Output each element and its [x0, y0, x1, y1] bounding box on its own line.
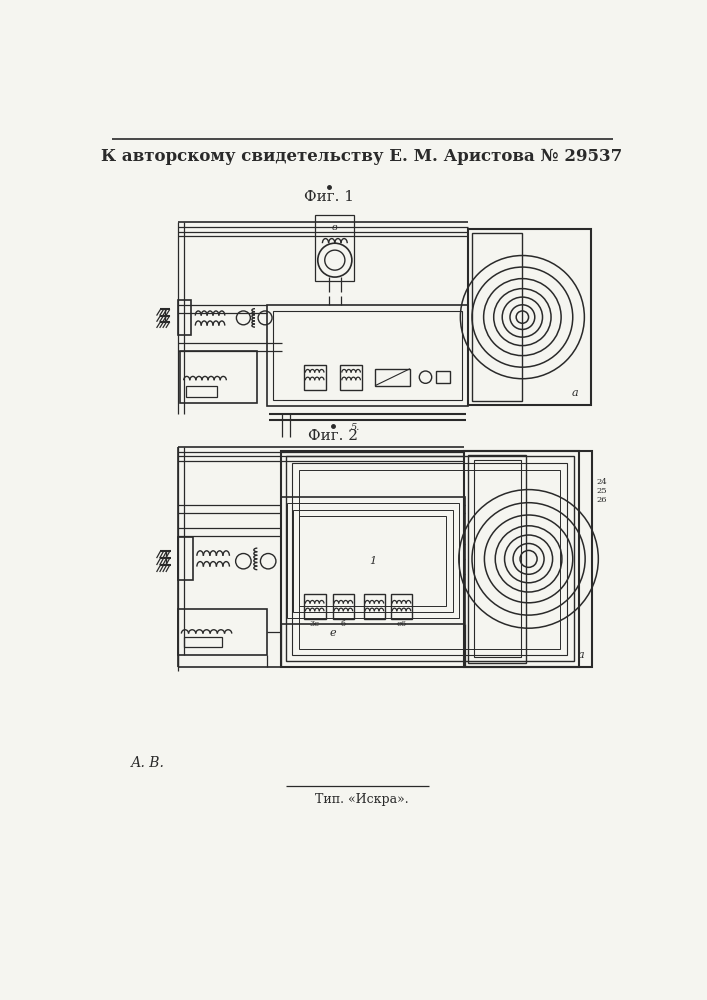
Text: 25: 25 — [596, 487, 607, 495]
Bar — [363, 594, 385, 619]
Bar — [340, 365, 362, 389]
Text: Тип. «Искра».: Тип. «Искра». — [315, 793, 409, 806]
Bar — [177, 609, 267, 655]
Bar — [474, 460, 521, 657]
Text: Фиг. 1: Фиг. 1 — [303, 190, 354, 204]
Bar — [299, 470, 561, 649]
Bar — [468, 455, 526, 663]
Bar — [273, 311, 462, 400]
Text: е: е — [329, 628, 336, 638]
Bar — [177, 537, 193, 580]
Text: 24: 24 — [596, 478, 607, 486]
Text: 5.: 5. — [351, 424, 361, 432]
Bar — [286, 456, 573, 661]
Bar — [281, 451, 579, 667]
Text: 3с: 3с — [310, 620, 320, 628]
Text: К авторскому свидетельству Е. М. Аристова № 29537: К авторскому свидетельству Е. М. Аристов… — [101, 148, 623, 165]
Bar — [184, 637, 223, 647]
Text: а: а — [572, 388, 578, 398]
Bar — [186, 386, 217, 397]
Bar — [472, 233, 522, 401]
Bar — [375, 369, 410, 386]
Bar — [315, 215, 354, 281]
Bar — [177, 300, 192, 335]
Bar — [299, 516, 446, 606]
Bar — [304, 594, 325, 619]
Bar — [180, 351, 257, 403]
Bar — [267, 305, 468, 406]
Bar — [436, 371, 450, 383]
Text: 1: 1 — [369, 556, 376, 566]
Text: А. В.: А. В. — [131, 756, 165, 770]
Text: а: а — [577, 650, 584, 660]
Bar — [332, 594, 354, 619]
Text: б: б — [341, 620, 346, 628]
Bar — [293, 510, 452, 612]
Bar — [292, 463, 567, 655]
Bar — [391, 594, 412, 619]
Bar — [468, 229, 590, 405]
Bar — [281, 497, 465, 624]
Text: 26: 26 — [596, 496, 607, 504]
Bar — [304, 365, 325, 389]
Text: в: в — [332, 223, 338, 232]
Text: е6: е6 — [397, 620, 407, 628]
Bar — [464, 451, 592, 667]
Text: Фиг. 2: Фиг. 2 — [308, 429, 358, 443]
Bar — [287, 503, 459, 618]
